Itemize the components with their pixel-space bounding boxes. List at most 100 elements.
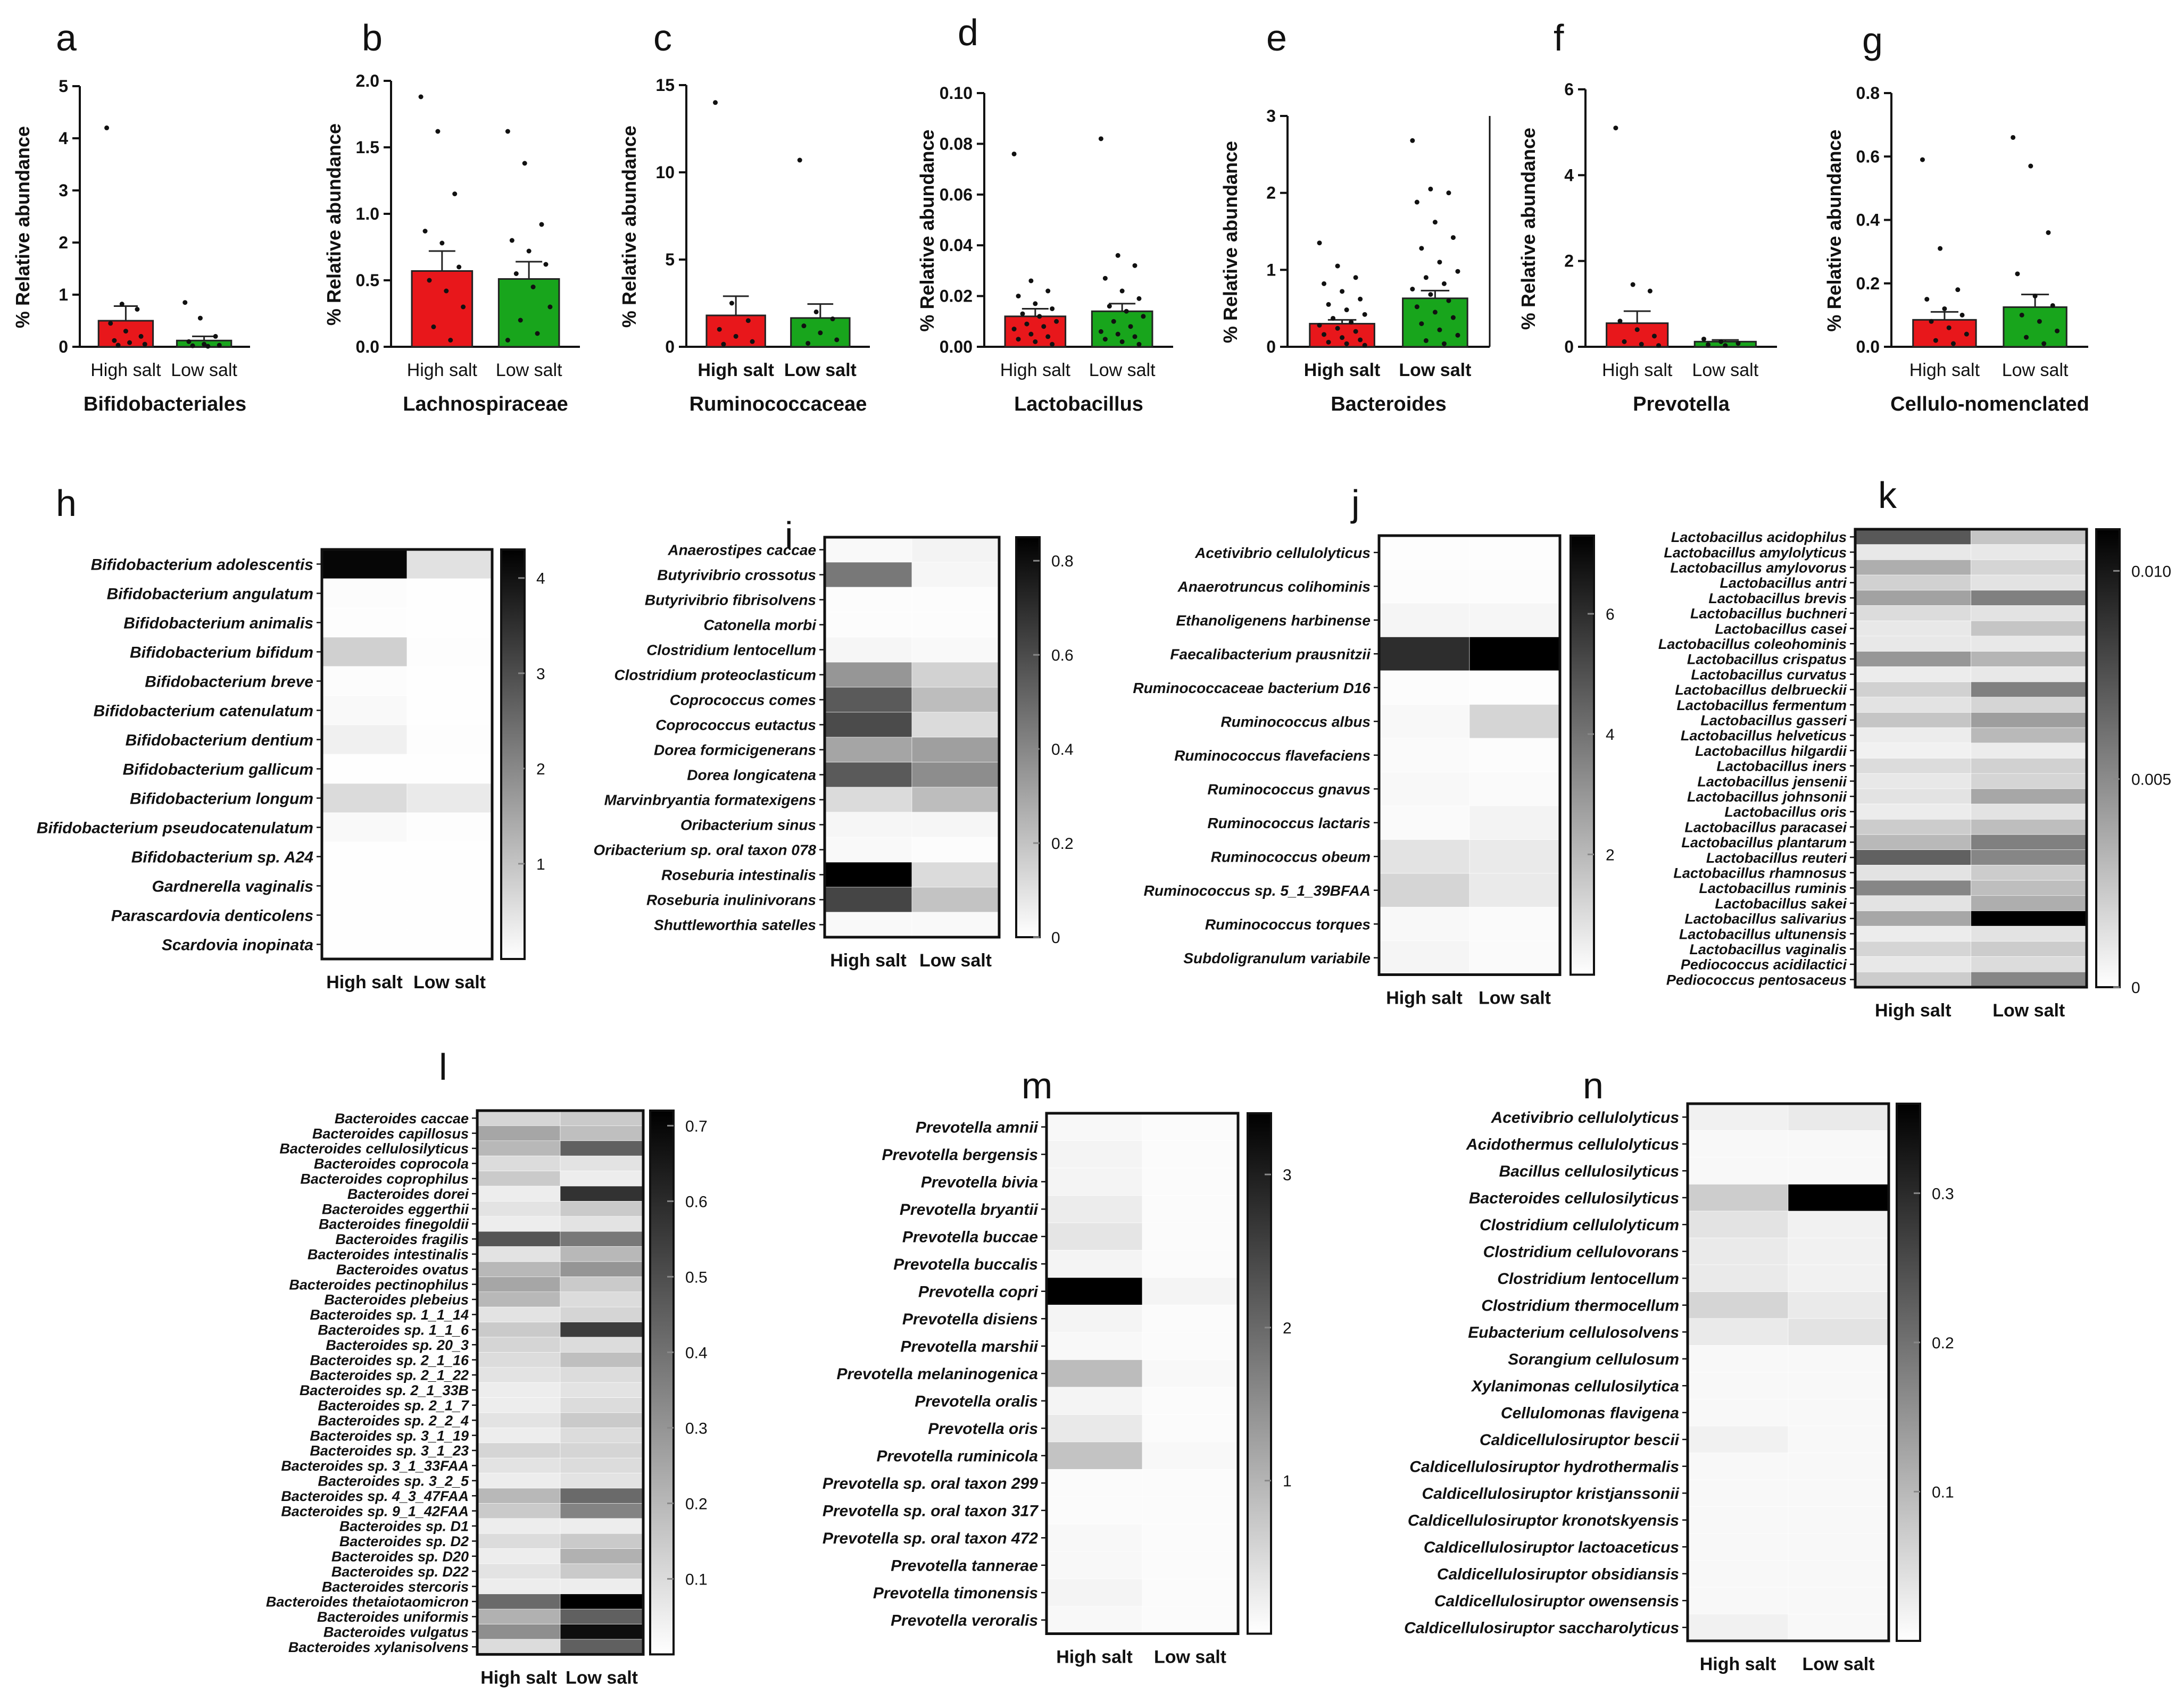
heatmap-cell-h — [406, 900, 493, 930]
x-tick-label-e: High salt — [1304, 360, 1381, 380]
heatmap-cell-i — [824, 537, 912, 563]
heatmap-cell-m — [1046, 1524, 1143, 1552]
column-label-n: Low salt — [1802, 1654, 1874, 1674]
x-tick-label-d: Low salt — [1089, 360, 1156, 380]
data-point-a — [112, 338, 117, 343]
heatmap-cell-i — [824, 587, 912, 613]
heatmap-cell-n — [1788, 1614, 1889, 1641]
row-label-l: Bacteroides xylanisolvens — [288, 1639, 469, 1655]
colorbar-j — [1570, 535, 1595, 976]
heatmap-cell-n — [1788, 1506, 1889, 1534]
heatmap-cell-h — [321, 841, 408, 872]
y-tick-label-e: 2 — [1266, 184, 1276, 203]
heatmap-cell-j — [1469, 940, 1560, 975]
heatmap-cell-l — [560, 1110, 644, 1126]
data-point-c — [813, 309, 819, 314]
heatmap-cell-k — [1971, 895, 2087, 911]
heatmap-cell-n — [1788, 1157, 1889, 1185]
data-point-f — [1718, 339, 1724, 344]
colorbar-tick-label-l: 0.7 — [685, 1117, 708, 1135]
column-label-i: Low salt — [919, 950, 992, 971]
heatmap-cell-l — [477, 1337, 561, 1353]
heatmap-cell-n — [1687, 1291, 1789, 1319]
heatmap-frame-l — [476, 1109, 645, 1656]
y-axis-label-c: % Relative abundance — [618, 126, 640, 328]
heatmap-cell-k — [1855, 911, 1971, 927]
heatmap-cell-k — [1971, 544, 2087, 560]
heatmap-cell-k — [1855, 941, 1971, 957]
data-point-f — [1617, 319, 1623, 324]
panel-letter-j: j — [1350, 482, 1360, 524]
data-point-b — [422, 229, 428, 233]
row-label-n: Caldicellulosiruptor bescii — [1480, 1431, 1680, 1449]
data-point-d — [1033, 339, 1038, 344]
y-tick-label-a: 1 — [59, 285, 68, 304]
panel-letter-f: f — [1554, 17, 1564, 59]
heatmap-cell-k — [1971, 911, 2087, 927]
row-label-l: Bacteroides sp. D2 — [339, 1533, 469, 1549]
data-point-d — [1098, 136, 1103, 141]
colorbar-tick-label-i: 0 — [1051, 929, 1060, 947]
data-point-e — [1349, 320, 1354, 325]
heatmap-cell-j — [1469, 839, 1560, 874]
row-label-l: Bacteroides sp. D20 — [331, 1549, 469, 1565]
data-point-d — [1050, 341, 1055, 347]
heatmap-cell-h — [406, 929, 493, 960]
data-point-e — [1455, 332, 1460, 338]
data-point-b — [535, 331, 540, 336]
heatmap-cell-l — [560, 1337, 644, 1353]
x-tick-label-b: High salt — [407, 360, 478, 380]
heatmap-cell-k — [1971, 666, 2087, 682]
data-point-b — [431, 324, 436, 329]
data-point-d — [1132, 334, 1137, 339]
data-point-c — [733, 333, 738, 339]
data-point-a — [202, 341, 207, 347]
data-point-e — [1326, 302, 1331, 307]
heatmap-cell-l — [560, 1624, 644, 1640]
row-label-l: Bacteroides sp. 1_1_6 — [318, 1322, 469, 1338]
row-label-i: Dorea longicatena — [687, 767, 816, 783]
data-point-g — [1924, 297, 1930, 302]
data-point-b — [539, 222, 544, 227]
heatmap-cell-h — [406, 812, 493, 843]
y-tick-label-a: 4 — [59, 129, 68, 148]
data-point-b — [439, 240, 445, 246]
data-point-d — [1098, 329, 1103, 334]
heatmap-cell-h — [321, 666, 408, 696]
data-point-a — [119, 302, 124, 307]
heatmap-cell-k — [1855, 895, 1971, 911]
data-point-d — [1141, 314, 1146, 319]
y-tick-label-g: 0.0 — [1856, 337, 1880, 356]
y-axis-label-d: % Relative abundance — [916, 129, 938, 331]
data-point-d — [1016, 294, 1021, 299]
colorbar-tick-label-n: 0.3 — [1932, 1185, 1954, 1203]
y-tick-label-b: 0.0 — [356, 337, 379, 356]
row-label-j: Ruminococcus flavefaciens — [1174, 747, 1371, 764]
heatmap-cell-i — [911, 587, 1000, 613]
heatmap-cell-k — [1971, 560, 2087, 576]
heatmap-cell-n — [1687, 1453, 1789, 1480]
data-point-d — [1011, 327, 1017, 332]
heatmap-cell-h — [406, 637, 493, 667]
data-point-e — [1362, 343, 1367, 348]
y-tick-label-c: 0 — [665, 337, 675, 356]
row-label-j: Ruminococcus gnavus — [1207, 781, 1371, 797]
heatmap-cell-n — [1687, 1211, 1789, 1238]
heatmap-cell-j — [1469, 738, 1560, 772]
data-point-d — [1107, 304, 1112, 309]
heatmap-cell-k — [1971, 834, 2087, 850]
data-point-c — [830, 316, 835, 322]
row-label-l: Bacteroides pectinophilus — [289, 1277, 469, 1292]
data-point-g — [2046, 230, 2051, 235]
colorbar-tick-label-h: 4 — [536, 570, 545, 588]
colorbar-tick-label-h: 1 — [536, 856, 545, 873]
heatmap-cell-k — [1855, 590, 1971, 606]
heatmap-cell-n — [1788, 1533, 1889, 1561]
data-point-d — [1119, 339, 1125, 344]
heatmap-cell-i — [824, 762, 912, 788]
heatmap-cell-i — [824, 712, 912, 738]
data-point-d — [1037, 314, 1042, 319]
row-label-l: Bacteroides intestinalis — [308, 1247, 469, 1263]
x-tick-label-g: High salt — [1909, 360, 1980, 380]
colorbar-tick-label-j: 4 — [1606, 726, 1615, 744]
